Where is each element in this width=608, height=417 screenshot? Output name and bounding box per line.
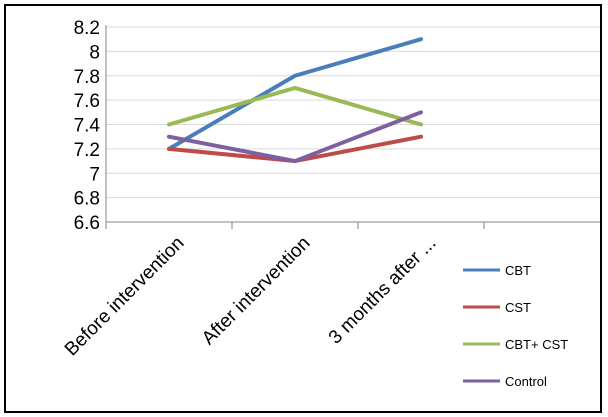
legend-label: CST	[505, 300, 531, 315]
y-tick-label: 7.6	[74, 91, 100, 112]
y-tick-label: 6.6	[74, 213, 100, 234]
legend: CBT CST CBT+ CST Control	[463, 263, 568, 389]
legend-label: CBT+ CST	[505, 337, 568, 352]
y-tick-label: 6.8	[74, 189, 100, 210]
legend-label: CBT	[505, 263, 531, 278]
x-axis-tick-labels: Before intervention After intervention 3 m…	[61, 233, 441, 361]
x-tick-label: After intervention	[198, 233, 314, 349]
axes	[105, 25, 600, 229]
series-lines	[167, 37, 423, 164]
x-tick-label: 3 months after ...	[325, 233, 441, 349]
legend-label: Control	[505, 374, 547, 389]
series-line-cbt	[167, 37, 423, 151]
series-line-cbt-cst	[167, 85, 423, 127]
series-line-control	[167, 110, 423, 164]
y-axis-tick-labels: 8.2 8 7.8 7.6 7.4 7.2 7 6.8 6.6	[74, 18, 101, 234]
y-tick-label: 7.2	[74, 140, 100, 161]
x-tick-label: Before intervention	[61, 233, 189, 361]
y-tick-label: 7.8	[74, 67, 100, 88]
y-tick-label: 7.4	[74, 116, 101, 137]
y-tick-label: 7	[89, 164, 100, 185]
y-tick-label: 8.2	[74, 18, 100, 39]
y-tick-label: 8	[89, 42, 100, 63]
gridlines	[106, 26, 600, 199]
